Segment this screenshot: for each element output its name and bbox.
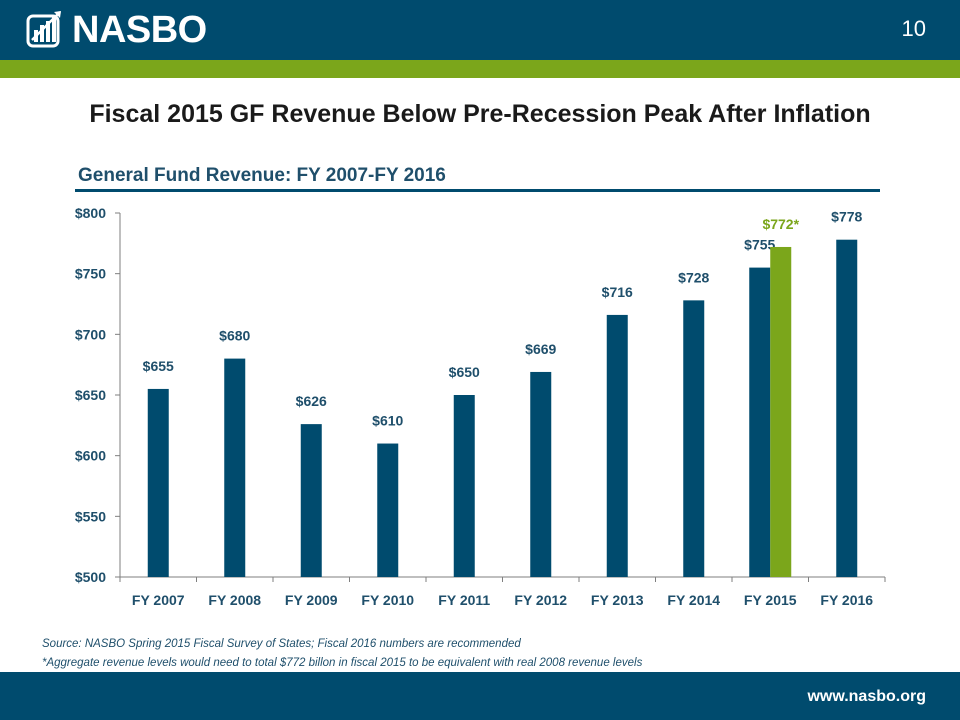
bar: [224, 358, 246, 577]
data-label: $655: [143, 358, 174, 374]
x-tick-label: FY 2015: [744, 592, 797, 608]
y-tick-label: $700: [75, 326, 106, 342]
page-number: 10: [901, 16, 926, 41]
data-label: $680: [219, 328, 250, 344]
slide-title: Fiscal 2015 GF Revenue Below Pre-Recessi…: [89, 100, 871, 128]
bar: [147, 388, 169, 577]
data-label: $626: [296, 393, 327, 409]
revenue-bar-chart: $500 $550 $600 $650 $700 $750 $800 FY 2007 FY 20…: [75, 205, 886, 608]
bar: [453, 395, 475, 577]
data-label: $716: [602, 284, 633, 300]
bar: [377, 443, 399, 577]
chart-title: General Fund Revenue: FY 2007-FY 2016: [78, 165, 446, 186]
bar: [770, 246, 792, 577]
x-tick-label: FY 2010: [361, 592, 414, 608]
asterisk-note: *Aggregate revenue levels would need to …: [42, 657, 643, 669]
data-label: $728: [678, 269, 709, 285]
footer-bar: [0, 672, 960, 720]
nasbo-logo-icon: [26, 11, 61, 48]
data-label: $669: [525, 341, 556, 357]
bar: [606, 314, 628, 577]
x-tick-label: FY 2016: [820, 592, 873, 608]
y-tick-label: $750: [75, 266, 106, 282]
data-label: $778: [831, 209, 862, 225]
data-label: $610: [372, 413, 403, 429]
y-tick-label: $650: [75, 387, 106, 403]
bar: [300, 424, 322, 577]
website-link[interactable]: www.nasbo.org: [807, 688, 926, 705]
x-tick-label: FY 2012: [514, 592, 567, 608]
y-tick-label: $550: [75, 508, 106, 524]
y-tick-label: $600: [75, 448, 106, 464]
bar: [683, 300, 705, 577]
data-label: $650: [449, 364, 480, 380]
y-tick-label: $500: [75, 569, 106, 585]
data-label: $755: [744, 237, 775, 253]
x-tick-label: FY 2011: [438, 592, 490, 608]
bar: [749, 267, 771, 577]
logo-wordmark: NASBO: [72, 9, 207, 51]
x-tick-label: FY 2007: [132, 592, 185, 608]
header-accent-stripe: [0, 60, 960, 78]
source-note: Source: NASBO Spring 2015 Fiscal Survey …: [42, 638, 521, 650]
y-tick-label: $800: [75, 205, 106, 221]
data-label: $772*: [762, 216, 799, 232]
chart-title-underline: [75, 189, 880, 192]
header-bar: [0, 0, 960, 60]
x-tick-label: FY 2009: [285, 592, 338, 608]
x-tick-label: FY 2014: [667, 592, 720, 608]
nasbo-logo: NASBO: [24, 10, 207, 50]
x-tick-label: FY 2013: [591, 592, 644, 608]
bar: [836, 239, 858, 577]
x-tick-label: FY 2008: [208, 592, 261, 608]
bar: [530, 371, 552, 577]
